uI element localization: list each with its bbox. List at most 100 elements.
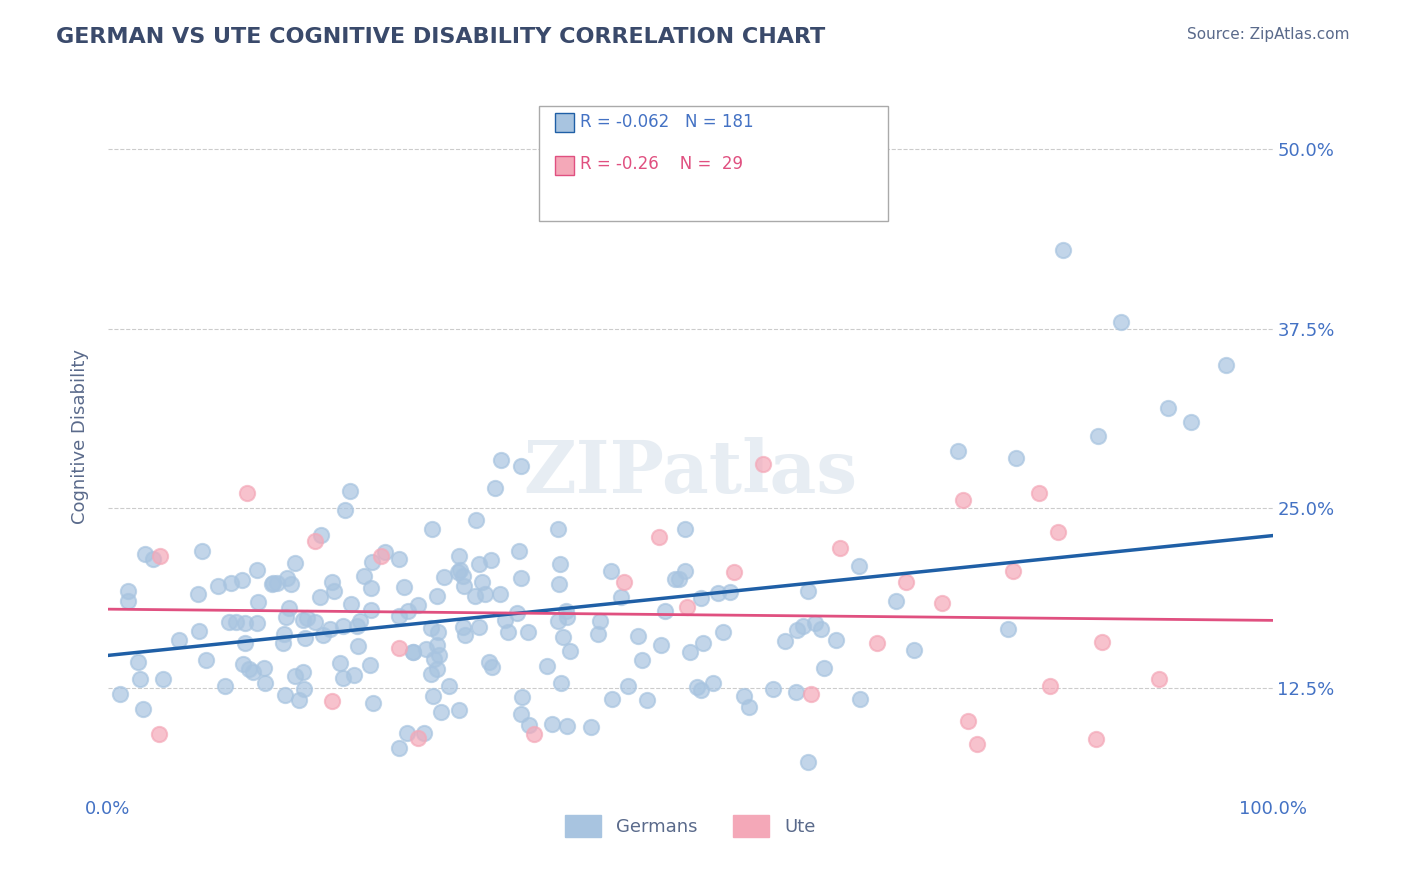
Point <box>108 687 131 701</box>
Point <box>813 661 835 675</box>
Point <box>402 645 425 659</box>
Point <box>246 615 269 630</box>
Point <box>415 641 437 656</box>
Point <box>294 631 316 645</box>
Point <box>214 679 236 693</box>
Point <box>508 544 530 558</box>
Point <box>800 687 823 701</box>
Point <box>481 660 503 674</box>
Point <box>560 644 582 658</box>
Point <box>117 594 139 608</box>
Point <box>287 693 309 707</box>
Point <box>467 557 489 571</box>
Point <box>195 653 218 667</box>
Point <box>447 565 470 579</box>
Point <box>370 549 392 563</box>
Point <box>548 557 571 571</box>
Point <box>555 719 578 733</box>
Point <box>453 579 475 593</box>
Point <box>309 528 332 542</box>
Point <box>413 725 436 739</box>
Point <box>1028 486 1050 500</box>
FancyBboxPatch shape <box>555 156 574 175</box>
Point <box>148 727 170 741</box>
Point <box>679 645 702 659</box>
Point <box>266 575 288 590</box>
Point <box>426 589 449 603</box>
Point <box>673 522 696 536</box>
Point <box>232 657 254 671</box>
Point <box>848 559 870 574</box>
Point <box>474 586 496 600</box>
Point <box>149 549 172 563</box>
Point <box>752 457 775 471</box>
Point <box>231 574 253 588</box>
Point <box>292 681 315 696</box>
Point <box>361 697 384 711</box>
Point <box>581 720 603 734</box>
Point <box>343 667 366 681</box>
Point <box>449 563 471 577</box>
Point <box>273 627 295 641</box>
Point <box>128 672 150 686</box>
Point <box>319 623 342 637</box>
Point <box>1180 415 1202 429</box>
Point <box>630 653 652 667</box>
Point <box>236 486 259 500</box>
Point <box>134 547 156 561</box>
Point <box>1084 731 1107 746</box>
Point <box>478 656 501 670</box>
Point <box>1157 401 1180 415</box>
Point <box>329 656 352 670</box>
Point <box>308 591 330 605</box>
Point <box>233 615 256 630</box>
Point <box>1005 450 1028 465</box>
Point <box>388 551 411 566</box>
Point <box>284 556 307 570</box>
Point <box>636 693 658 707</box>
Point <box>447 549 470 563</box>
Point <box>804 616 827 631</box>
Point <box>541 716 564 731</box>
Point <box>706 586 728 600</box>
Point <box>1215 358 1237 372</box>
Point <box>464 589 486 603</box>
Point <box>654 604 676 618</box>
Point <box>353 568 375 582</box>
Point <box>427 648 450 662</box>
Point <box>238 662 260 676</box>
Point <box>1039 679 1062 693</box>
Point <box>555 610 578 624</box>
Point <box>952 493 974 508</box>
Point <box>1091 635 1114 649</box>
Point <box>360 603 382 617</box>
Point <box>1149 672 1171 686</box>
Point <box>617 680 640 694</box>
Point <box>247 595 270 609</box>
Point <box>311 628 333 642</box>
Point <box>295 611 318 625</box>
Point <box>426 625 449 640</box>
Point <box>278 601 301 615</box>
Point <box>689 591 711 605</box>
Point <box>785 685 807 699</box>
Point <box>966 737 988 751</box>
Point <box>997 622 1019 636</box>
Point <box>274 688 297 702</box>
Point <box>551 630 574 644</box>
Point <box>471 574 494 589</box>
Point <box>433 570 456 584</box>
Point <box>361 556 384 570</box>
Point <box>447 703 470 717</box>
Point <box>547 522 569 536</box>
Point <box>600 564 623 578</box>
Point <box>676 600 699 615</box>
Point <box>896 575 918 590</box>
Point <box>825 633 848 648</box>
Text: Source: ZipAtlas.com: Source: ZipAtlas.com <box>1187 27 1350 42</box>
Point <box>280 577 302 591</box>
Point <box>422 689 444 703</box>
Point <box>332 671 354 685</box>
Point <box>359 658 381 673</box>
Point <box>349 614 371 628</box>
